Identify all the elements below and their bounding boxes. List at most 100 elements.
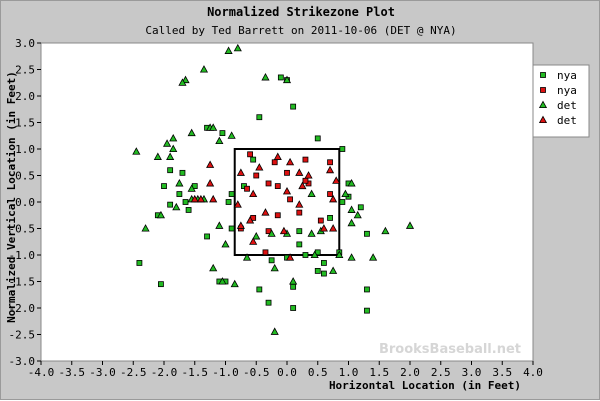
- ball-triangle-point: [307, 189, 316, 198]
- ball-square-point: [179, 169, 186, 176]
- y-tick-label: 3.0: [15, 37, 35, 50]
- ball-square-point: [302, 252, 309, 258]
- strike-square-point: [253, 172, 260, 179]
- strike-square-point: [244, 185, 250, 192]
- x-tick-label: -2.0: [151, 366, 178, 379]
- strike-triangle-point: [285, 253, 295, 261]
- ball-square-point: [290, 283, 297, 290]
- ball-triangle-point: [381, 226, 390, 235]
- x-tick-label: -4.0: [28, 366, 55, 379]
- plot-area: [40, 42, 534, 362]
- strike-square-point: [271, 159, 278, 166]
- ball-square-point: [167, 167, 174, 174]
- x-tick-label: -2.5: [120, 366, 147, 379]
- ball-square-point: [219, 130, 226, 137]
- ball-triangle-point: [153, 152, 162, 160]
- ball-triangle-point: [270, 327, 279, 335]
- ball-square-point: [225, 199, 232, 205]
- ball-triangle-point: [405, 221, 415, 229]
- y-tick-label: -3.0: [9, 355, 36, 368]
- ball-square-point: [256, 114, 263, 121]
- ball-triangle-point: [230, 279, 239, 288]
- ball-triangle-point: [335, 250, 344, 259]
- ball-triangle-point: [347, 218, 356, 227]
- ball-square-point: [161, 183, 167, 190]
- legend-marker-3: [538, 115, 548, 123]
- ball-square-point: [296, 228, 303, 235]
- legend-label-1: nya: [557, 84, 577, 97]
- ball-square-point: [320, 270, 327, 277]
- watermark: BrooksBaseball.net: [379, 342, 521, 357]
- y-tick-label: -2.0: [9, 302, 36, 315]
- chart-subtitle: Called by Ted Barrett on 2011-10-06 (DET…: [145, 24, 456, 37]
- ball-triangle-point: [261, 73, 270, 81]
- ball-triangle-point: [156, 210, 166, 219]
- legend-marker-1: [540, 87, 546, 93]
- ball-triangle-point: [369, 253, 378, 261]
- strike-triangle-point: [255, 163, 264, 171]
- ball-square-point: [185, 207, 192, 213]
- strike-triangle-point: [332, 176, 341, 184]
- ball-triangle-point: [187, 184, 196, 192]
- legend-label-0: nya: [557, 69, 577, 82]
- strike-triangle-point: [206, 160, 215, 168]
- ball-square-point: [364, 286, 370, 293]
- ball-triangle-point: [132, 147, 141, 155]
- ball-triangle-point: [215, 221, 224, 229]
- strike-square-point: [274, 212, 281, 219]
- ball-square-point: [314, 267, 321, 274]
- strike-triangle-point: [190, 194, 199, 203]
- strike-square-point: [302, 156, 309, 163]
- ball-triangle-point: [347, 253, 356, 261]
- ball-triangle-point: [178, 78, 187, 86]
- ball-triangle-point: [169, 133, 178, 142]
- legend-marker-0: [540, 72, 546, 78]
- x-tick-label: 3.0: [462, 366, 482, 379]
- strike-square-point: [262, 249, 269, 256]
- x-tick-label: -3.5: [59, 366, 86, 379]
- ball-triangle-point: [310, 250, 319, 259]
- strike-triangle-point: [298, 181, 307, 190]
- ball-triangle-point: [252, 232, 261, 240]
- ball-square-point: [290, 305, 297, 311]
- ball-triangle-point: [218, 277, 227, 285]
- ball-triangle-point: [187, 128, 196, 137]
- ball-triangle-point: [242, 253, 252, 261]
- ball-square-point: [364, 230, 370, 237]
- y-tick-label: 1.0: [15, 143, 35, 156]
- ball-triangle-point: [169, 144, 178, 153]
- ball-square-point: [327, 214, 333, 221]
- ball-square-point: [204, 233, 210, 240]
- ball-square-point: [228, 191, 235, 197]
- ball-triangle-point: [233, 43, 242, 52]
- strike-square-point: [274, 183, 281, 190]
- strike-square-point: [287, 196, 293, 203]
- ball-square-point: [339, 146, 346, 152]
- ball-triangle-point: [141, 224, 150, 232]
- strike-triangle-point: [209, 194, 218, 203]
- ball-square-point: [167, 201, 174, 208]
- ball-triangle-point: [221, 239, 230, 248]
- strike-triangle-point: [282, 186, 292, 195]
- y-axis-ticks: 3.0 2.5 2.0 1.5 1.0 0.5 0.0 -0.5 -1.0 -1.5 -2.0 -2.…: [9, 37, 41, 368]
- x-tick-label: 1.5: [369, 366, 389, 379]
- x-tick-label: -3.0: [89, 366, 116, 379]
- legend: nya nya det det: [532, 64, 590, 138]
- y-axis-label: Normalized Vertical Location (in Feet): [5, 71, 18, 323]
- strike-square-point: [265, 180, 272, 187]
- y-tick-label: 0.5: [15, 170, 35, 183]
- ball-square-point: [339, 199, 346, 205]
- x-tick-label: 3.5: [492, 366, 512, 379]
- x-tick-label: 0.5: [308, 366, 328, 379]
- strike-triangle-point: [279, 226, 289, 235]
- legend-label-2: det: [557, 99, 577, 112]
- ball-triangle-point: [199, 65, 209, 73]
- ball-triangle-point: [224, 46, 233, 54]
- ball-triangle-point: [347, 205, 356, 213]
- strike-triangle-point: [285, 157, 295, 166]
- ball-triangle-point: [172, 202, 181, 211]
- ball-triangle-point: [282, 75, 292, 84]
- ball-triangle-point: [175, 179, 184, 187]
